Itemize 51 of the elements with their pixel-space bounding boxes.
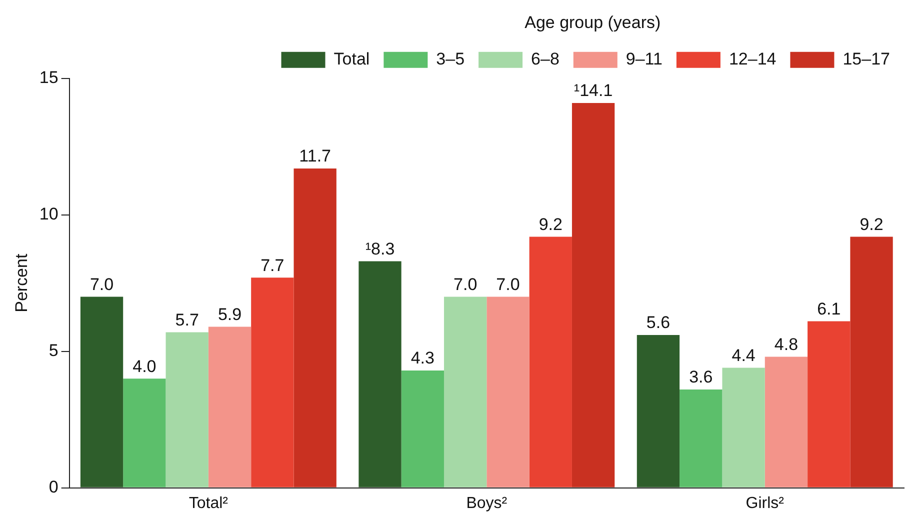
- y-tick-label: 0: [48, 477, 58, 496]
- data-label: 9.2: [860, 214, 884, 234]
- legend-label: 6–8: [531, 50, 560, 69]
- data-label: 6.1: [817, 300, 841, 318]
- legend-label: 3–5: [436, 50, 465, 69]
- data-label: 11.7: [299, 146, 331, 166]
- data-label: 3.6: [689, 368, 713, 387]
- legend-label: 9–11: [626, 50, 662, 69]
- data-label: 5.6: [646, 313, 670, 332]
- data-label: 5.7: [175, 310, 199, 330]
- data-label: 7.0: [496, 274, 520, 294]
- data-label: 4.8: [774, 334, 798, 354]
- bar: [401, 370, 444, 488]
- bar: [486, 296, 530, 488]
- data-label: ¹8.3: [365, 239, 395, 258]
- data-label: 9.2: [538, 214, 562, 234]
- bar: [722, 368, 765, 488]
- data-label: 7.7: [260, 256, 284, 275]
- x-tick-label: Boys²: [466, 494, 508, 512]
- data-label: ¹14.1: [574, 81, 613, 100]
- bar: [850, 236, 893, 488]
- legend-label: 15–17: [842, 50, 890, 69]
- data-label: 4.0: [132, 356, 156, 376]
- x-tick-label: Girls²: [746, 494, 785, 512]
- bar: [294, 168, 336, 488]
- y-tick-label: 10: [39, 204, 58, 224]
- data-label: 4.4: [732, 346, 756, 365]
- y-axis-title: Percent: [12, 254, 31, 312]
- x-tick-label: Total²: [188, 494, 229, 512]
- bar: [251, 278, 294, 488]
- bar: [572, 102, 615, 488]
- data-label: 7.0: [454, 274, 478, 294]
- legend-label: 12–14: [728, 50, 776, 69]
- bar: [208, 326, 252, 488]
- bar: [80, 296, 124, 488]
- bar: [444, 296, 487, 488]
- data-label: 5.9: [218, 304, 242, 324]
- legend-label: Total: [334, 50, 370, 69]
- bar: [123, 378, 166, 488]
- data-label: 7.0: [90, 274, 114, 294]
- bar: [358, 261, 402, 488]
- y-tick-label: 5: [48, 341, 58, 360]
- bar: [764, 356, 808, 488]
- data-label: 4.3: [410, 348, 434, 368]
- legend-title: Age group (years): [524, 13, 661, 32]
- bar: [680, 390, 722, 488]
- bar: [166, 332, 208, 488]
- y-tick-label: 15: [39, 68, 58, 88]
- bar: [636, 334, 680, 488]
- bar: [808, 321, 850, 488]
- bar: [529, 236, 572, 488]
